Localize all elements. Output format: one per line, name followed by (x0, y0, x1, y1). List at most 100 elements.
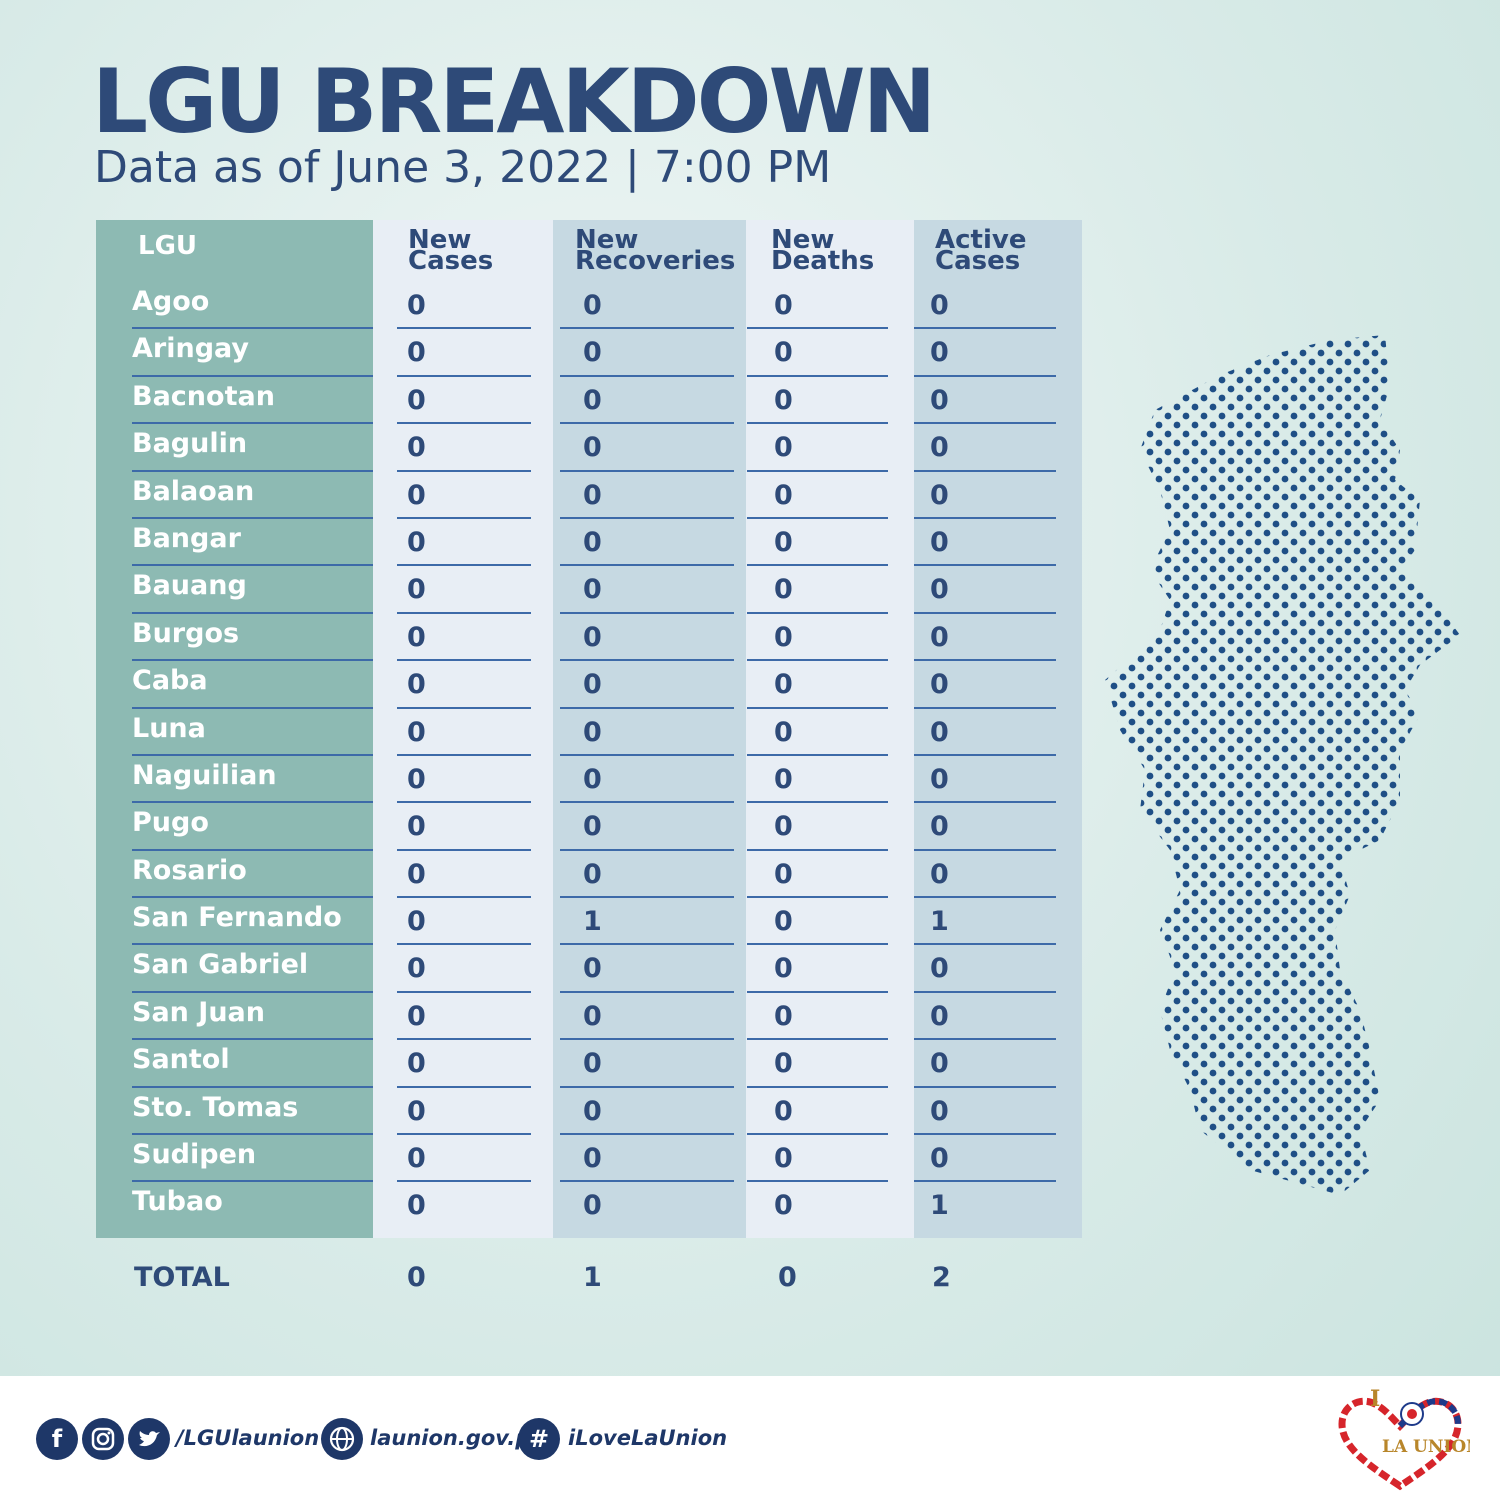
new-deaths-value: 0 (774, 384, 793, 416)
lgu-name-cell: Luna (132, 709, 373, 756)
row-divider (747, 1085, 888, 1088)
new-recoveries-value-cell: 0 (560, 424, 734, 472)
table-row: Caba 0 0 0 0 (96, 661, 1082, 709)
row-divider (132, 1180, 373, 1183)
total-active-cases: 2 (932, 1262, 951, 1293)
new-cases-value: 0 (407, 1143, 426, 1175)
table-row: Bacnotan 0 0 0 0 (96, 377, 1082, 425)
row-divider (397, 1180, 531, 1183)
new-recoveries-value: 0 (583, 337, 602, 369)
new-recoveries-value: 0 (583, 1048, 602, 1080)
new-cases-value: 0 (407, 479, 426, 511)
hashtag-icon[interactable]: # (518, 1418, 560, 1460)
row-divider (132, 896, 373, 899)
row-divider (132, 564, 373, 567)
new-recoveries-value-cell: 0 (560, 519, 734, 567)
website-link[interactable]: launion.gov.ph (370, 1426, 546, 1450)
row-divider (747, 422, 888, 425)
new-deaths-value: 0 (774, 763, 793, 795)
active-cases-value: 0 (930, 290, 949, 321)
row-divider (397, 516, 531, 519)
lgu-name-cell: Agoo (132, 282, 373, 330)
table-row: San Juan 0 0 0 0 (96, 993, 1082, 1041)
footer-bar (0, 1376, 1500, 1500)
new-deaths-value-cell: 0 (747, 1088, 888, 1136)
table-row: Bauang 0 0 0 0 (96, 566, 1082, 614)
hashtag-link[interactable]: iLoveLaUnion (568, 1426, 728, 1450)
lgu-name: San Gabriel (132, 949, 309, 981)
table-row: Sto. Tomas 0 0 0 0 (96, 1088, 1082, 1136)
lgu-name: Sto. Tomas (132, 1091, 299, 1123)
new-recoveries-value: 0 (583, 432, 602, 464)
row-divider (397, 1038, 531, 1041)
row-divider (914, 469, 1056, 472)
new-cases-value: 0 (407, 953, 426, 985)
row-divider (914, 1180, 1056, 1183)
lgu-name: Tubao (132, 1186, 223, 1218)
row-divider (914, 848, 1056, 851)
new-recoveries-value: 0 (583, 1000, 602, 1032)
row-divider (914, 564, 1056, 567)
lgu-name-cell: Burgos (132, 614, 373, 662)
new-deaths-value: 0 (774, 716, 793, 748)
row-divider (132, 1133, 373, 1136)
table-row: Bagulin 0 0 0 0 (96, 424, 1082, 472)
row-divider (132, 327, 373, 330)
new-recoveries-value-cell: 0 (560, 566, 734, 614)
active-cases-value-cell: 0 (914, 566, 1056, 614)
row-divider (747, 753, 888, 756)
new-cases-value-cell: 0 (397, 614, 531, 662)
row-divider (397, 564, 531, 567)
row-divider (132, 753, 373, 756)
globe-icon[interactable] (321, 1418, 363, 1460)
social-handle-link[interactable]: /LGUlaunion (176, 1426, 320, 1450)
active-cases-value: 0 (930, 574, 949, 606)
new-deaths-value-cell: 0 (747, 614, 888, 662)
new-recoveries-value: 0 (583, 1143, 602, 1175)
table-row: Sudipen 0 0 0 0 (96, 1135, 1082, 1183)
instagram-icon[interactable] (82, 1418, 124, 1460)
lgu-name: Bacnotan (132, 380, 275, 412)
la-union-logo: I LA UNION (1338, 1386, 1470, 1491)
new-cases-value-cell: 0 (397, 329, 531, 377)
active-cases-value-cell: 0 (914, 519, 1056, 567)
new-deaths-value-cell: 0 (747, 945, 888, 993)
active-cases-value: 0 (930, 763, 949, 795)
lgu-name: Bangar (132, 522, 241, 554)
row-divider (560, 1180, 734, 1183)
new-recoveries-value-cell: 0 (560, 1182, 734, 1229)
new-cases-value: 0 (407, 811, 426, 843)
new-deaths-value-cell: 0 (747, 424, 888, 472)
new-cases-value: 0 (407, 337, 426, 369)
new-deaths-value-cell: 0 (747, 661, 888, 709)
row-divider (560, 1133, 734, 1136)
new-recoveries-value-cell: 0 (560, 709, 734, 756)
lgu-name-cell: Naguilian (132, 756, 373, 804)
new-cases-value: 0 (407, 1190, 426, 1222)
lgu-name: Bagulin (132, 428, 248, 460)
active-cases-column-bg (914, 220, 1082, 1238)
row-divider (914, 327, 1056, 330)
row-divider (397, 659, 531, 662)
facebook-icon[interactable]: f (36, 1418, 78, 1460)
row-divider (560, 848, 734, 851)
new-cases-value: 0 (407, 574, 426, 606)
row-divider (747, 848, 888, 851)
row-divider (914, 1038, 1056, 1041)
active-cases-value: 0 (930, 1095, 949, 1127)
new-deaths-value: 0 (774, 290, 793, 321)
new-cases-value: 0 (407, 669, 426, 701)
row-divider (132, 611, 373, 614)
new-deaths-value: 0 (774, 479, 793, 511)
new-deaths-value: 0 (774, 526, 793, 558)
row-divider (397, 990, 531, 993)
new-cases-value-cell: 0 (397, 709, 531, 756)
row-divider (914, 801, 1056, 804)
new-recoveries-value: 0 (583, 763, 602, 795)
lgu-name-cell: Caba (132, 661, 373, 709)
row-divider (560, 1085, 734, 1088)
active-cases-value-cell: 0 (914, 472, 1056, 519)
twitter-icon[interactable] (128, 1418, 170, 1460)
new-deaths-value: 0 (774, 432, 793, 464)
table-row: Rosario 0 0 0 0 (96, 851, 1082, 899)
